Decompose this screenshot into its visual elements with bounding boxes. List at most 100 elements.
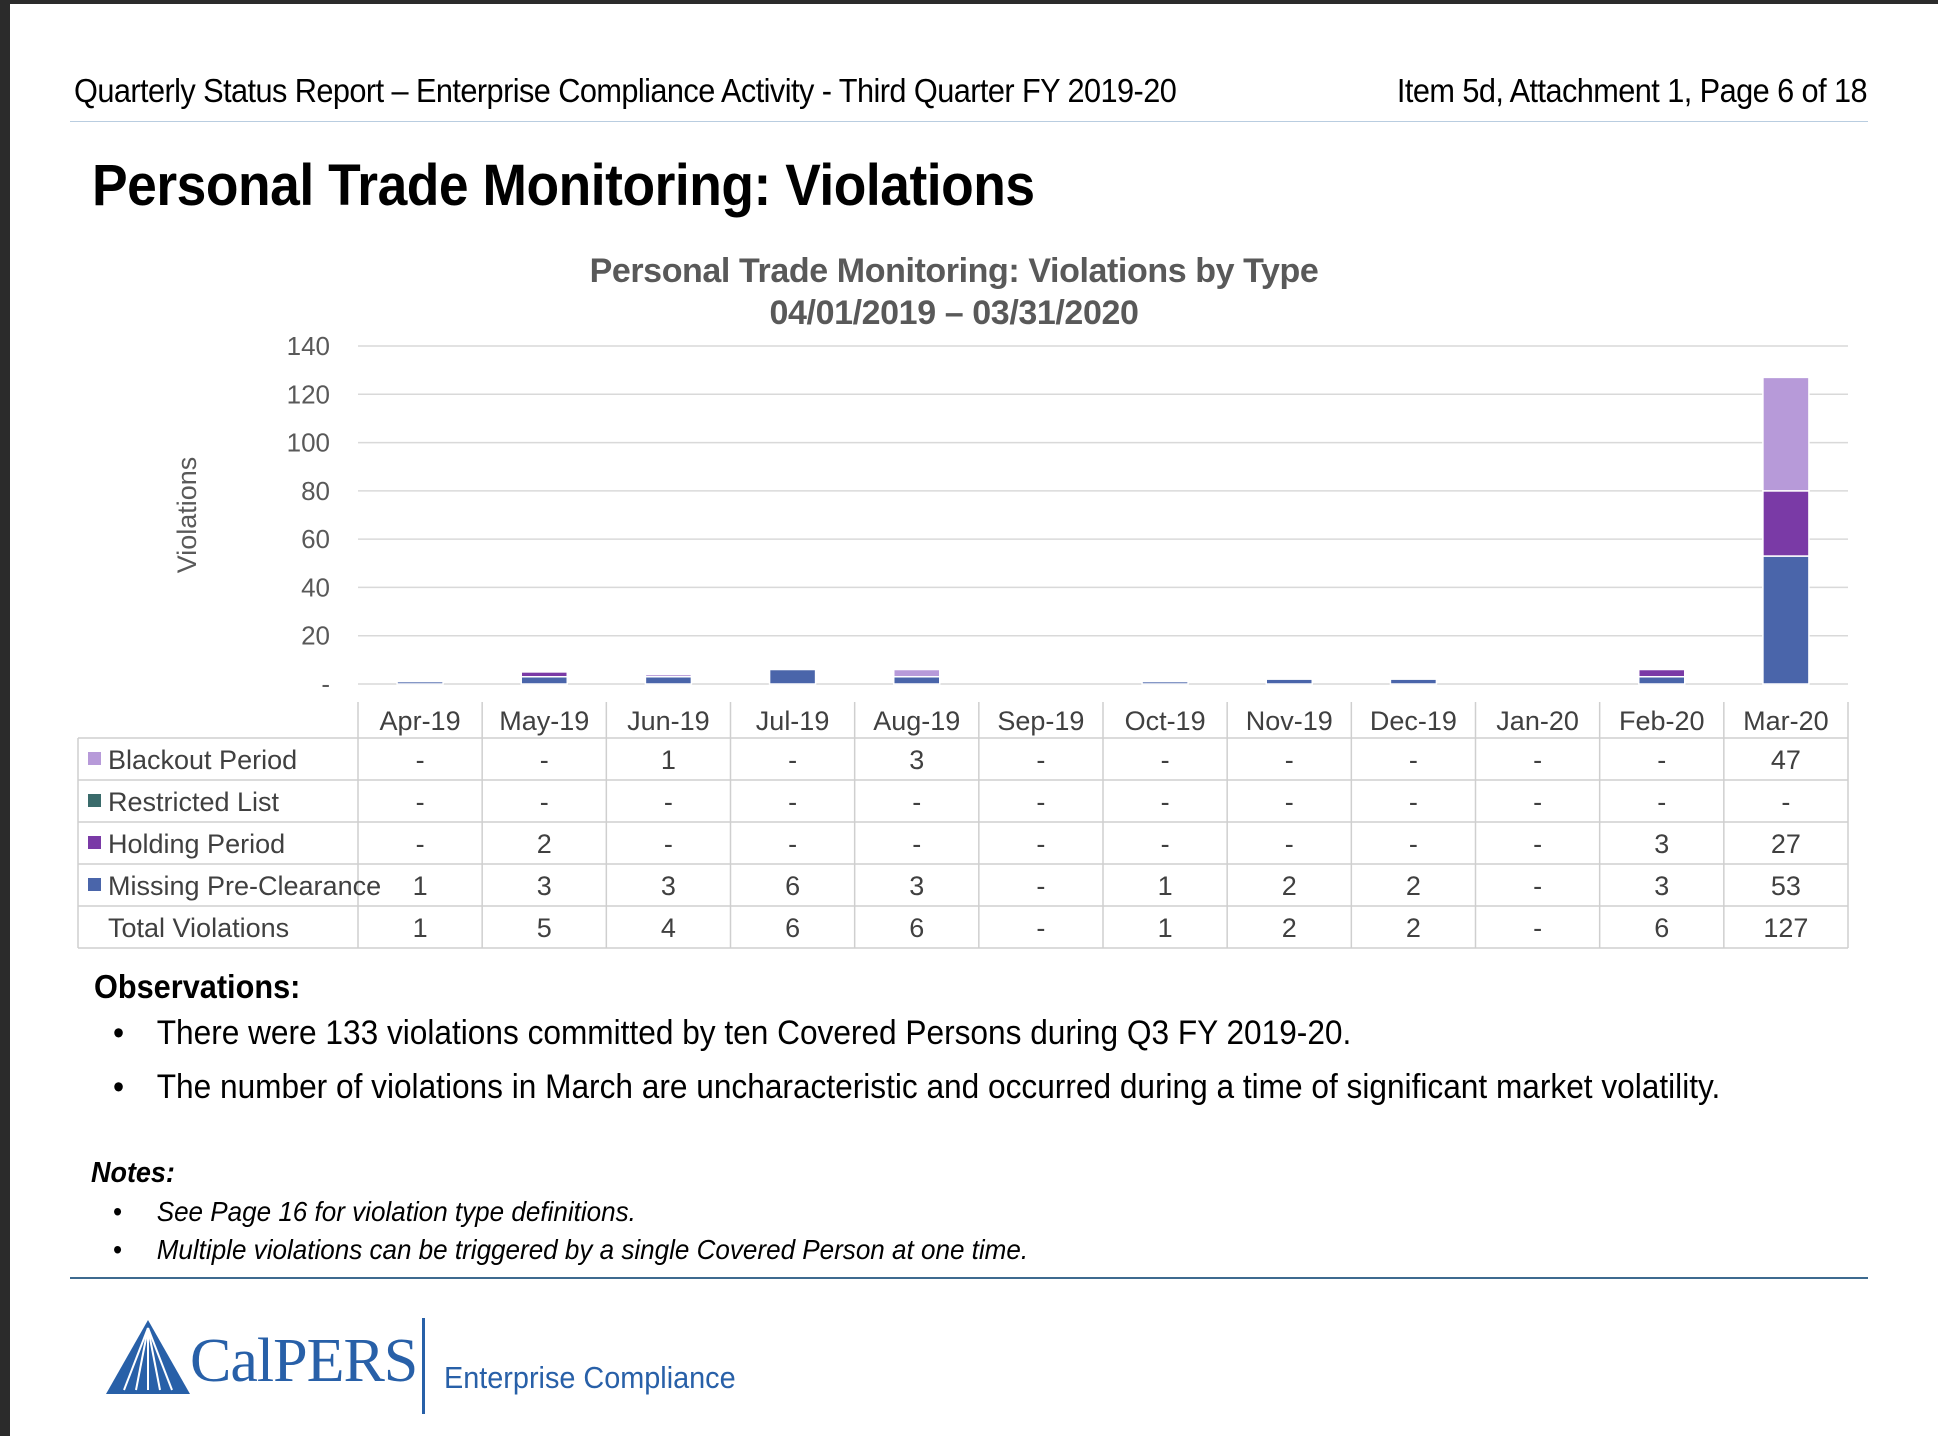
note-item: • See Page 16 for violation type definiti… bbox=[113, 1196, 636, 1228]
table-cell: - bbox=[416, 787, 425, 817]
x-tick-label: Jul-19 bbox=[756, 706, 830, 736]
bar-segment bbox=[644, 673, 693, 678]
bar-segment bbox=[520, 676, 568, 685]
table-cell: - bbox=[1533, 829, 1542, 859]
table-cell: - bbox=[1657, 745, 1666, 775]
y-tick-label: - bbox=[321, 669, 330, 699]
table-cell: - bbox=[1409, 787, 1418, 817]
table-cell: - bbox=[1161, 787, 1170, 817]
table-cell: - bbox=[1161, 745, 1170, 775]
table-row-label: Holding Period bbox=[108, 829, 285, 859]
bar-segment bbox=[893, 668, 941, 678]
table-cell: 1 bbox=[1158, 913, 1173, 943]
table-cell: 2 bbox=[1282, 913, 1297, 943]
x-tick-label: Jun-19 bbox=[627, 706, 710, 736]
table-cell: 6 bbox=[909, 913, 924, 943]
table-cell: - bbox=[1657, 787, 1666, 817]
page-title: Personal Trade Monitoring: Violations bbox=[92, 153, 1035, 218]
observation-text: There were 133 violations committed by t… bbox=[156, 1014, 1352, 1052]
table-cell: 3 bbox=[537, 871, 552, 901]
table-row-label: Total Violations bbox=[108, 913, 289, 943]
table-cell: - bbox=[912, 829, 921, 859]
header-divider bbox=[70, 121, 1868, 122]
table-cell: - bbox=[416, 829, 425, 859]
department-name: Enterprise Compliance bbox=[444, 1360, 736, 1395]
table-cell: 1 bbox=[413, 871, 428, 901]
table-cell: 1 bbox=[661, 745, 676, 775]
table-cell: 1 bbox=[1158, 871, 1173, 901]
bar-segment bbox=[1389, 678, 1438, 685]
x-tick-label: Jan-20 bbox=[1496, 706, 1579, 736]
page-reference: Item 5d, Attachment 1, Page 6 of 18 bbox=[1396, 72, 1868, 109]
table-cell: 127 bbox=[1763, 913, 1808, 943]
x-tick-label: Mar-20 bbox=[1743, 706, 1829, 736]
table-cell: 27 bbox=[1771, 829, 1801, 859]
table-cell: 2 bbox=[1406, 871, 1421, 901]
table-cell: - bbox=[788, 829, 797, 859]
x-tick-label: Nov-19 bbox=[1246, 706, 1333, 736]
y-tick-label: 40 bbox=[301, 572, 330, 602]
report-title: Quarterly Status Report – Enterprise Com… bbox=[74, 72, 1177, 109]
observation-text: The number of violations in March are un… bbox=[156, 1068, 1721, 1106]
legend-swatch bbox=[88, 752, 101, 765]
x-tick-label: Aug-19 bbox=[873, 706, 960, 736]
bar-segment bbox=[644, 676, 693, 685]
stacked-bar-chart: - 20 40 60 80 100 120 140 Violations Apr-19 May-19… bbox=[77, 331, 1849, 949]
bar-segment bbox=[768, 668, 817, 685]
x-tick-label: Apr-19 bbox=[380, 706, 461, 736]
table-cell: - bbox=[664, 787, 673, 817]
bar-segment bbox=[396, 680, 444, 685]
table-cell: - bbox=[1533, 745, 1542, 775]
table-cell: 1 bbox=[413, 913, 428, 943]
table-cell: - bbox=[1285, 829, 1294, 859]
table-cell: 2 bbox=[1282, 871, 1297, 901]
table-cell: 47 bbox=[1771, 745, 1801, 775]
y-tick-label: 120 bbox=[287, 379, 330, 409]
report-page: Quarterly Status Report – Enterprise Com… bbox=[10, 4, 1938, 1436]
table-cell: 3 bbox=[909, 871, 924, 901]
table-cell: - bbox=[1409, 745, 1418, 775]
bar-segment bbox=[1141, 680, 1189, 685]
table-row-label: Blackout Period bbox=[108, 745, 297, 775]
table-cell: 3 bbox=[1654, 829, 1669, 859]
observation-item: • The number of violations in March are u… bbox=[113, 1068, 1720, 1107]
footer-vertical-divider bbox=[422, 1318, 425, 1414]
table-cell: 3 bbox=[1654, 871, 1669, 901]
bullet: • bbox=[113, 1014, 125, 1052]
table-cell: 6 bbox=[785, 913, 800, 943]
table-cell: - bbox=[1036, 745, 1045, 775]
table-cell: 6 bbox=[785, 871, 800, 901]
bullet: • bbox=[113, 1068, 125, 1106]
bullet: • bbox=[113, 1196, 123, 1227]
table-cell: - bbox=[788, 787, 797, 817]
table-cell: 5 bbox=[537, 913, 552, 943]
bar-segment bbox=[1762, 376, 1810, 492]
table-cell: - bbox=[664, 829, 673, 859]
x-tick-label: Oct-19 bbox=[1125, 706, 1206, 736]
table-cell: 2 bbox=[1406, 913, 1421, 943]
table-cell: 2 bbox=[537, 829, 552, 859]
x-tick-label: Sep-19 bbox=[997, 706, 1084, 736]
calpers-logo: CalPERS bbox=[190, 1327, 418, 1395]
table-cell: 3 bbox=[661, 871, 676, 901]
table-cell: - bbox=[1533, 913, 1542, 943]
bar-segment bbox=[1762, 490, 1810, 557]
bullet: • bbox=[113, 1234, 123, 1265]
bar-segment bbox=[1265, 678, 1313, 685]
table-cell: - bbox=[788, 745, 797, 775]
table-cell: - bbox=[1285, 745, 1294, 775]
table-cell: - bbox=[912, 787, 921, 817]
note-item: • Multiple violations can be triggered by… bbox=[113, 1234, 1028, 1266]
table-cell: - bbox=[1161, 829, 1170, 859]
chart-title: Personal Trade Monitoring: Violations by… bbox=[589, 252, 1319, 290]
chart-title-block: Personal Trade Monitoring: Violations by… bbox=[10, 250, 1898, 334]
table-cell: - bbox=[1409, 829, 1418, 859]
observation-item: • There were 133 violations committed by … bbox=[113, 1014, 1351, 1053]
y-axis-label: Violations bbox=[172, 457, 202, 574]
table-cell: - bbox=[540, 787, 549, 817]
bar-segment bbox=[893, 676, 941, 685]
legend-swatch bbox=[88, 836, 101, 849]
y-tick-label: 140 bbox=[287, 331, 330, 361]
y-tick-label: 60 bbox=[301, 524, 330, 554]
footer-divider bbox=[70, 1277, 1868, 1279]
